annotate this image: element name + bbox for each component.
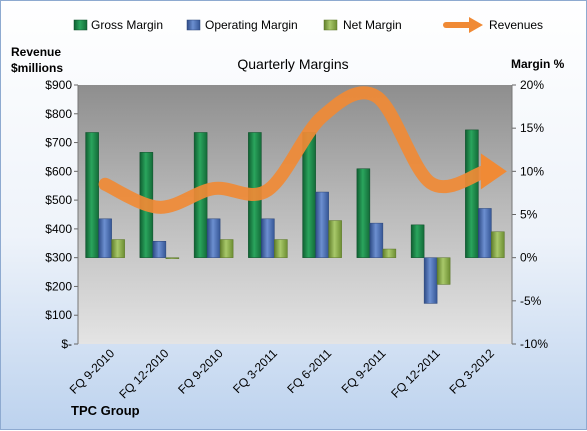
y-left-label-line2: $millions [11, 61, 63, 75]
left-tick-label: $800 [45, 107, 72, 121]
bar-net-margin [382, 248, 397, 258]
left-tick-label: $700 [45, 136, 72, 150]
legend-item-gross: Gross Margin [73, 18, 163, 32]
left-tick-label: $600 [45, 164, 72, 178]
category-label: FQ 9-2010 [175, 346, 226, 397]
bar-net-margin [328, 220, 342, 258]
legend-item-net: Net Margin [323, 18, 402, 32]
y-left-label-line1: Revenue [11, 45, 61, 59]
legend: Gross Margin Operating Margin Net Margin… [73, 17, 543, 33]
bar-net-margin [111, 239, 125, 258]
left-axis-ticks: $- $100 $200 $300 $400 $500 $600 $700 $800 $900 [45, 78, 79, 351]
bar-net-margin [219, 239, 234, 258]
category-label: FQ 3-2011 [230, 346, 280, 396]
legend-item-operating: Operating Margin [186, 18, 298, 32]
bar-operating-margin [478, 208, 492, 258]
bar-gross-margin [410, 224, 425, 258]
bar-operating-margin [98, 218, 112, 258]
right-tick-label: -10% [520, 337, 548, 351]
bar-net-margin [491, 231, 505, 258]
right-tick-label: 20% [520, 78, 544, 92]
category-labels: FQ 9-2010 FQ 12-2010 FQ 9-2010 FQ 3-2011 FQ … [67, 346, 497, 401]
category-label: FQ 12-2011 [388, 346, 443, 401]
left-tick-label: $500 [45, 193, 72, 207]
bar-operating-margin [315, 191, 329, 258]
bar-gross-margin [356, 168, 371, 258]
right-axis-ticks: -10% -5% 0% 5% 10% 15% 20% [511, 78, 548, 351]
legend-label-net: Net Margin [343, 18, 402, 32]
bar-gross-margin [465, 129, 479, 258]
bar-net-margin [274, 239, 288, 258]
bar-net-margin [165, 257, 180, 259]
left-tick-label: $- [61, 337, 72, 351]
bar-operating-margin [206, 218, 221, 258]
footer-label: TPC Group [71, 403, 140, 418]
bar-operating-margin [423, 257, 438, 304]
right-tick-label: 15% [520, 121, 544, 135]
right-tick-label: 10% [520, 164, 544, 178]
legend-label-operating: Operating Margin [205, 18, 298, 32]
revenue-line-arrowhead [480, 153, 507, 190]
legend-item-revenues: Revenues [443, 17, 543, 33]
revenue-line-path [98, 86, 492, 214]
bar-net-margin [436, 257, 451, 285]
category-label: FQ 6-2011 [284, 346, 334, 396]
right-tick-label: 0% [520, 251, 538, 265]
legend-label-revenues: Revenues [489, 18, 543, 32]
category-label: FQ 3-2012 [447, 346, 498, 397]
category-label: FQ 9-2011 [339, 346, 389, 396]
left-tick-label: $300 [45, 251, 72, 265]
left-tick-label: $900 [45, 78, 72, 92]
chart-title: Quarterly Margins [237, 56, 348, 72]
left-tick-label: $200 [45, 279, 72, 293]
revenue-line [98, 86, 507, 214]
bar-operating-margin [369, 222, 384, 258]
bars [85, 129, 505, 304]
left-tick-label: $400 [45, 222, 72, 236]
category-label: FQ 9-2010 [67, 346, 118, 397]
legend-label-gross: Gross Margin [91, 18, 163, 32]
category-label: FQ 12-2010 [116, 346, 171, 401]
right-tick-label: -5% [520, 294, 542, 308]
bar-operating-margin [152, 241, 167, 258]
right-tick-label: 5% [520, 208, 538, 222]
bar-operating-margin [261, 218, 275, 258]
y-right-label: Margin % [511, 57, 565, 71]
left-tick-label: $100 [45, 308, 72, 322]
bar-gross-margin [85, 132, 99, 258]
